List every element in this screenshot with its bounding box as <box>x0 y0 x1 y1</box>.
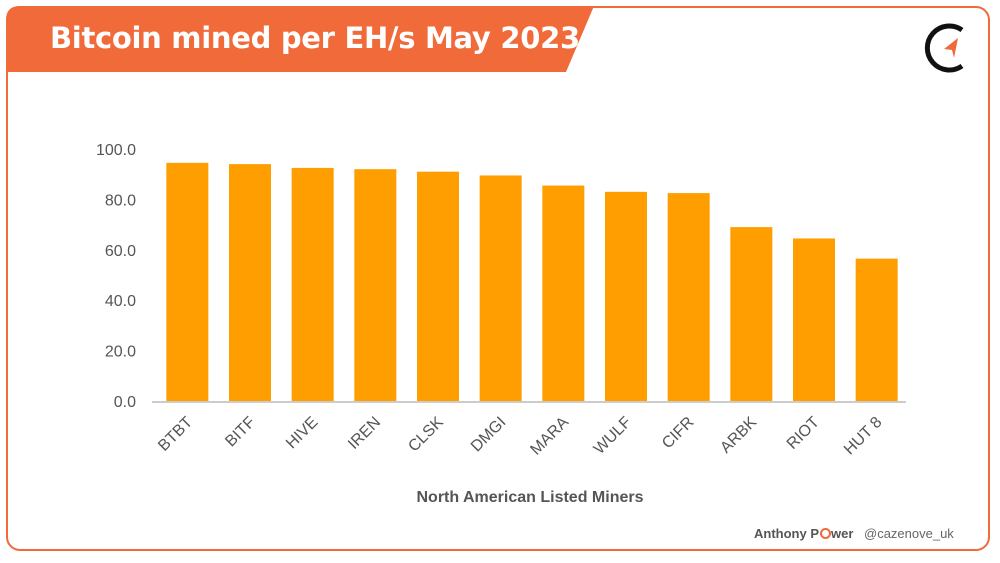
bar-btbt <box>166 162 209 401</box>
bar-arbk <box>730 227 773 401</box>
y-tick-label: 100.0 <box>96 142 136 159</box>
x-tick-label: CIFR <box>659 414 697 452</box>
bar-hut-8 <box>855 258 898 401</box>
y-tick-label: 80.0 <box>105 192 136 209</box>
bar-hive <box>291 167 334 401</box>
bar-clsk <box>417 171 459 401</box>
bar-wulf <box>605 191 647 401</box>
author-o-logo-icon <box>820 528 831 539</box>
author-handle: @cazenove_uk <box>864 526 954 541</box>
x-tick-label: HUT 8 <box>841 414 886 459</box>
x-axis-label: North American Listed Miners <box>416 489 643 506</box>
x-tick-label: ARBK <box>717 414 760 457</box>
bar-mara <box>542 185 585 401</box>
x-tick-label: BTBT <box>155 414 196 455</box>
bar-iren <box>354 169 397 401</box>
x-tick-label: BITF <box>222 414 259 451</box>
bar-series <box>166 162 898 401</box>
x-tick-label: IREN <box>345 414 384 453</box>
bar-bitf <box>229 164 271 401</box>
bar-dmgi <box>479 175 522 401</box>
cazenove-logo-icon <box>924 23 964 73</box>
x-axis: BTBT BITF HIVE IREN CLSK DMGI MARA WULF CIFR ARBK… <box>155 414 885 459</box>
title-banner <box>6 6 594 72</box>
y-tick-label: 20.0 <box>105 344 136 361</box>
bar-riot <box>793 238 835 401</box>
y-tick-label: 60.0 <box>105 243 136 260</box>
x-tick-label: RIOT <box>784 414 823 453</box>
x-tick-label: DMGI <box>468 414 510 456</box>
chart-title: Bitcoin mined per EH/s May 2023 <box>50 21 580 55</box>
author-credit: Anthony P wer <box>754 526 853 541</box>
y-tick-label: 40.0 <box>105 293 136 310</box>
y-tick-label: 0.0 <box>114 394 136 411</box>
bar-cifr <box>667 193 710 401</box>
y-axis: 0.0 20.0 40.0 60.0 80.0 100.0 <box>96 142 136 411</box>
x-tick-label: WULF <box>591 414 635 458</box>
x-tick-label: CLSK <box>405 414 447 456</box>
author-name-end: wer <box>831 526 854 541</box>
x-tick-label: HIVE <box>283 414 321 452</box>
x-tick-label: MARA <box>527 414 572 459</box>
author-name-start: Anthony P <box>754 526 819 541</box>
